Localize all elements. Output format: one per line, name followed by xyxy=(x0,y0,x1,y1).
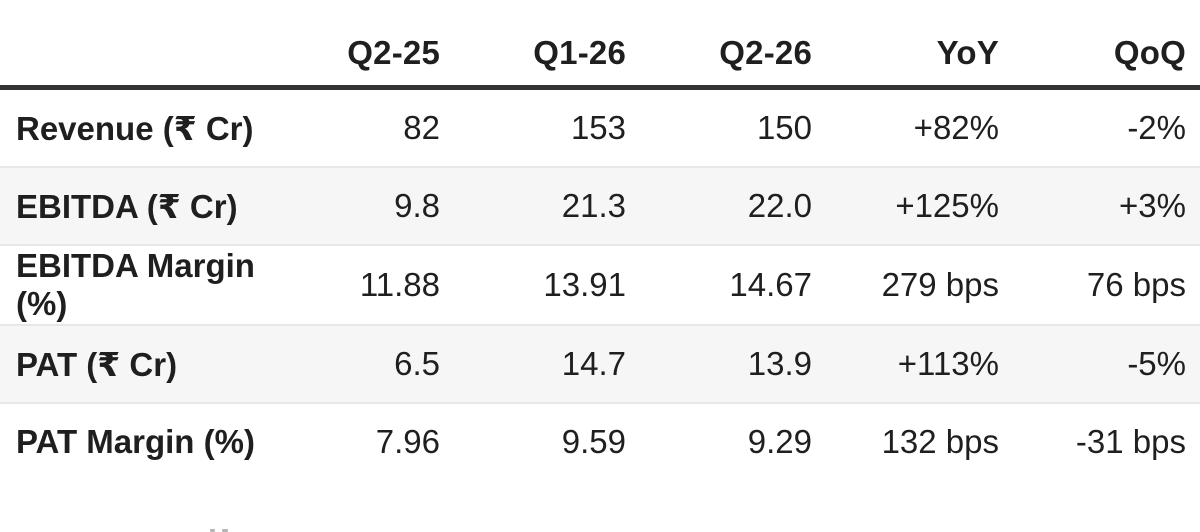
table-row-ebitda: EBITDA (₹ Cr) 9.8 21.3 22.0 +125% +3% xyxy=(0,167,1200,246)
quarterly-results-table: Q2-25 Q1-26 Q2-26 YoY QoQ Revenue (₹ Cr)… xyxy=(0,0,1200,481)
header-row: Q2-25 Q1-26 Q2-26 YoY QoQ xyxy=(0,0,1200,90)
column-header-qoq: QoQ xyxy=(1013,0,1200,90)
table-row-revenue: Revenue (₹ Cr) 82 153 150 +82% -2% xyxy=(0,87,1200,168)
table-row-pat-margin: PAT Margin (%) 7.96 9.59 9.29 132 bps -3… xyxy=(0,403,1200,480)
column-header-q2-25: Q2-25 xyxy=(268,0,454,90)
row-label-ebitda-margin: EBITDA Margin (%) xyxy=(0,245,268,326)
cell: 82 xyxy=(268,87,454,168)
cutoff-mark xyxy=(222,529,228,532)
table-header: Q2-25 Q1-26 Q2-26 YoY QoQ xyxy=(0,0,1200,90)
cell: 150 xyxy=(640,87,826,168)
cell: 14.7 xyxy=(454,325,640,404)
column-header-yoy: YoY xyxy=(826,0,1013,90)
cell: 13.91 xyxy=(454,245,640,326)
cell: 9.29 xyxy=(747,423,812,460)
cell: 279 bps xyxy=(826,245,1013,326)
cell: 6.5 xyxy=(268,325,454,404)
cutoff-text-fragment xyxy=(210,529,240,532)
table-row-pat: PAT (₹ Cr) 6.5 14.7 13.9 +113% -5% xyxy=(0,325,1200,404)
cell: 132 bps xyxy=(881,423,999,460)
table-row-ebitda-margin: EBITDA Margin (%) 11.88 13.91 14.67 279 … xyxy=(0,245,1200,326)
column-header-q2-26: Q2-26 xyxy=(640,0,826,90)
cell: 153 xyxy=(454,87,640,168)
row-label-pat: PAT (₹ Cr) xyxy=(0,325,268,404)
column-header-empty xyxy=(0,0,268,90)
cell: 9.59 xyxy=(561,423,626,460)
cell: +125% xyxy=(826,167,1013,246)
row-label-pat-margin: PAT Margin (%) xyxy=(16,423,255,460)
cell: +113% xyxy=(826,325,1013,404)
cutoff-mark xyxy=(210,529,215,532)
cell: 7.96 xyxy=(375,423,440,460)
cell: 21.3 xyxy=(454,167,640,246)
column-header-q1-26: Q1-26 xyxy=(454,0,640,90)
cell: 9.8 xyxy=(268,167,454,246)
cell: 11.88 xyxy=(268,245,454,326)
cell: -2% xyxy=(1013,87,1200,168)
table-body: Revenue (₹ Cr) 82 153 150 +82% -2% EBITD… xyxy=(0,87,1200,481)
row-label-revenue: Revenue (₹ Cr) xyxy=(0,87,268,168)
cell: +3% xyxy=(1013,167,1200,246)
cell: 76 bps xyxy=(1013,245,1200,326)
cell: +82% xyxy=(826,87,1013,168)
row-label-ebitda: EBITDA (₹ Cr) xyxy=(0,167,268,246)
cell: 14.67 xyxy=(640,245,826,326)
cell: 13.9 xyxy=(640,325,826,404)
cell: -31 bps xyxy=(1075,423,1186,460)
cell: -5% xyxy=(1013,325,1200,404)
cell: 22.0 xyxy=(640,167,826,246)
